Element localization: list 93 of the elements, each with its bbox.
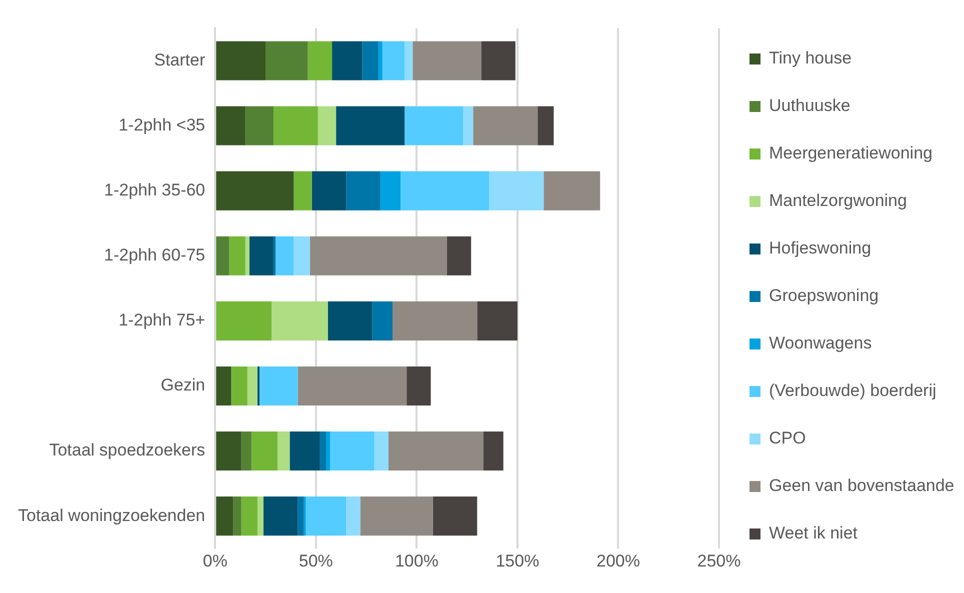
y-tick-label: Gezin: [160, 376, 206, 395]
bar: [294, 236, 310, 276]
y-tick-label: Totaal woningzoekenden: [18, 506, 206, 525]
bar: [378, 41, 382, 80]
bar: [336, 106, 405, 146]
bar: [241, 496, 258, 536]
bar: [229, 236, 246, 276]
bar: [274, 106, 318, 146]
bar: [346, 496, 360, 536]
bar: [446, 236, 472, 276]
y-tick-label: Totaal spoedzoekers: [49, 440, 206, 460]
bar: [318, 106, 336, 146]
bar: [382, 41, 405, 80]
legend-label: Meergeneratiewoning: [769, 144, 932, 163]
bar: [266, 41, 308, 80]
bar: [330, 432, 374, 471]
bar: [320, 432, 326, 471]
bar: [392, 301, 478, 340]
bar: [276, 236, 294, 276]
bar: [400, 171, 490, 210]
y-tick-label: Starter: [154, 50, 206, 70]
x-tick-label: 100%: [394, 551, 438, 570]
bar: [216, 496, 234, 536]
bar: [251, 432, 278, 471]
bar: [483, 432, 504, 471]
legend-label: Groepswoning: [769, 286, 879, 306]
bar: [298, 366, 407, 406]
y-tick-label: 1-2phh 35-60: [104, 180, 206, 200]
bar: [216, 171, 294, 210]
bar: [362, 41, 378, 80]
x-tick-label: 200%: [596, 551, 640, 570]
legend-label: Weet ik niet: [769, 524, 858, 543]
bar: [328, 301, 372, 340]
bar: [544, 171, 600, 210]
bar: [432, 496, 478, 536]
bar: [463, 106, 474, 146]
y-tick-label: 1-2phh 60-75: [104, 246, 206, 265]
bar: [310, 236, 447, 276]
bar: [404, 41, 413, 80]
legend-label: Geen van bovenstaande: [769, 476, 954, 496]
bar: [264, 496, 298, 536]
bar: [216, 366, 232, 406]
bar: [249, 236, 274, 276]
bar: [241, 432, 252, 471]
bar: [404, 106, 464, 146]
x-tick-label: 50%: [298, 551, 333, 570]
bar: [388, 432, 484, 471]
bar: [231, 366, 248, 406]
bar: [306, 496, 346, 536]
y-tick-label: 1-2phh <35: [118, 115, 206, 134]
legend-label: Tiny house: [769, 48, 852, 68]
bar: [216, 41, 266, 80]
y-tick-label: 1-2phh 75+: [118, 310, 206, 330]
bar: [290, 432, 320, 471]
bar: [473, 106, 538, 146]
bar: [406, 366, 431, 406]
bar: [412, 41, 482, 80]
bar: [245, 106, 274, 146]
bar: [477, 301, 518, 340]
bar: [216, 106, 246, 146]
bar: [294, 171, 312, 210]
x-tick-label: 150%: [496, 551, 540, 570]
bar: [360, 496, 433, 536]
bar: [538, 106, 554, 146]
bar: [346, 171, 380, 210]
x-tick-label: 250%: [697, 551, 741, 570]
bar: [278, 432, 290, 471]
bar: [326, 432, 330, 471]
bar: [489, 171, 544, 210]
bar: [257, 496, 264, 536]
bar: [374, 432, 388, 471]
legend-label: Hofjeswoning: [769, 238, 872, 258]
bar: [245, 236, 250, 276]
legend-label: Uuthuuske: [769, 96, 850, 116]
bar: [380, 171, 401, 210]
bar: [216, 432, 242, 471]
legend-label: CPO: [769, 428, 806, 448]
bar: [308, 41, 332, 80]
bar: [312, 171, 346, 210]
legend-label: (Verbouwde) boerderij: [769, 381, 936, 400]
bar: [259, 366, 298, 406]
legend-label: Mantelzorgwoning: [769, 191, 907, 210]
x-tick-label: 0%: [202, 551, 228, 570]
legend-label: Woonwagens: [769, 334, 872, 353]
bar: [372, 301, 392, 340]
bar: [216, 236, 230, 276]
bar: [272, 301, 328, 340]
bar: [481, 41, 516, 80]
bar: [216, 301, 272, 340]
bar: [298, 496, 304, 536]
bar: [332, 41, 362, 80]
bar: [247, 366, 258, 406]
bar: [233, 496, 242, 536]
